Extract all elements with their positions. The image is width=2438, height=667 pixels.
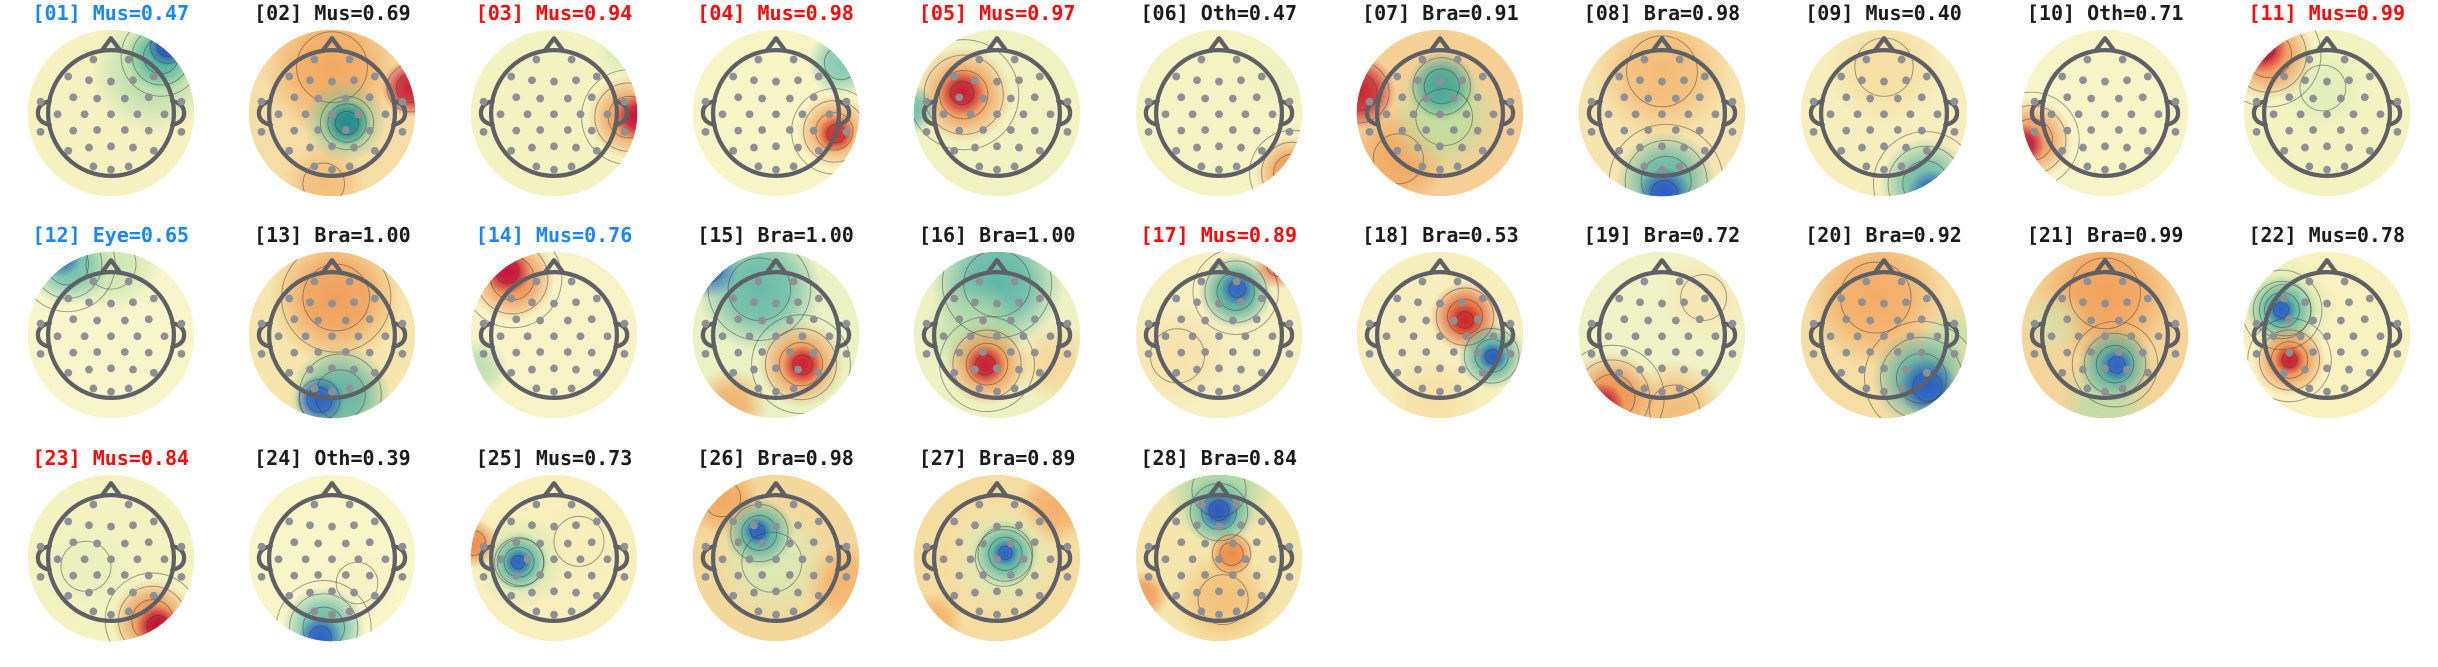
ica-component-01[interactable]: [01] Mus=0.47 bbox=[0, 0, 222, 222]
topomap bbox=[27, 474, 195, 641]
topomap bbox=[692, 474, 859, 641]
component-label: [22] Mus=0.78 bbox=[2248, 223, 2405, 248]
ica-component-13[interactable]: [13] Bra=1.00 bbox=[222, 222, 444, 444]
component-label: [25] Mus=0.73 bbox=[475, 445, 633, 470]
component-label: [27] Bra=0.89 bbox=[918, 445, 1076, 470]
topomap bbox=[913, 251, 1081, 419]
component-label: [04] Mus=0.98 bbox=[697, 1, 854, 25]
component-label: [03] Mus=0.94 bbox=[475, 1, 633, 25]
topomap bbox=[692, 251, 859, 419]
ica-component-24[interactable]: [24] Oth=0.39 bbox=[222, 445, 444, 667]
ica-component-15[interactable]: [15] Bra=1.00 bbox=[665, 222, 887, 444]
component-label: [15] Bra=1.00 bbox=[697, 223, 854, 248]
topomap bbox=[1135, 474, 1303, 641]
topomap bbox=[1357, 29, 1524, 197]
component-label: [20] Bra=0.92 bbox=[1805, 223, 1962, 248]
ica-component-05[interactable]: [05] Mus=0.97 bbox=[886, 0, 1108, 222]
ica-component-19[interactable]: [19] Bra=0.72 bbox=[1551, 222, 1773, 444]
ica-component-03[interactable]: [03] Mus=0.94 bbox=[443, 0, 665, 222]
ica-component-10[interactable]: [10] Oth=0.71 bbox=[1994, 0, 2216, 222]
ica-component-28[interactable]: [28] Bra=0.84 bbox=[1108, 445, 1330, 667]
component-label: [07] Bra=0.91 bbox=[1362, 1, 1519, 25]
topomap bbox=[1578, 29, 1746, 197]
ica-component-25[interactable]: [25] Mus=0.73 bbox=[443, 445, 665, 667]
topomap bbox=[1800, 29, 1967, 197]
topomap bbox=[1357, 251, 1524, 419]
component-label: [10] Oth=0.71 bbox=[2026, 1, 2184, 25]
component-label: [08] Bra=0.98 bbox=[1583, 1, 1741, 25]
topomap bbox=[2021, 29, 2189, 197]
component-label: [23] Mus=0.84 bbox=[32, 445, 190, 470]
component-label: [18] Bra=0.53 bbox=[1362, 223, 1519, 248]
ica-component-06[interactable]: [06] Oth=0.47 bbox=[1108, 0, 1330, 222]
component-label: [14] Mus=0.76 bbox=[475, 223, 633, 248]
topomap bbox=[249, 251, 416, 419]
topomap bbox=[470, 474, 638, 641]
component-label: [21] Bra=0.99 bbox=[2026, 223, 2184, 248]
component-label: [13] Bra=1.00 bbox=[254, 223, 411, 248]
component-label: [12] Eye=0.65 bbox=[32, 223, 190, 248]
component-label: [19] Bra=0.72 bbox=[1583, 223, 1741, 248]
ica-component-20[interactable]: [20] Bra=0.92 bbox=[1773, 222, 1995, 444]
topomap bbox=[692, 29, 859, 197]
topomap bbox=[913, 29, 1081, 197]
topomap bbox=[1135, 251, 1303, 419]
component-label: [05] Mus=0.97 bbox=[918, 1, 1076, 25]
ica-component-04[interactable]: [04] Mus=0.98 bbox=[665, 0, 887, 222]
topomap bbox=[2243, 29, 2411, 197]
ica-component-23[interactable]: [23] Mus=0.84 bbox=[0, 445, 222, 667]
component-label: [09] Mus=0.40 bbox=[1805, 1, 1962, 25]
topomap bbox=[1578, 251, 1746, 419]
component-label: [02] Mus=0.69 bbox=[254, 1, 411, 25]
ica-component-07[interactable]: [07] Bra=0.91 bbox=[1330, 0, 1552, 222]
component-label: [28] Bra=0.84 bbox=[1140, 445, 1298, 470]
topomap bbox=[249, 29, 416, 197]
component-label: [17] Mus=0.89 bbox=[1140, 223, 1298, 248]
ica-component-26[interactable]: [26] Bra=0.98 bbox=[665, 445, 887, 667]
topomap bbox=[2243, 251, 2411, 419]
ica-component-22[interactable]: [22] Mus=0.78 bbox=[2216, 222, 2438, 444]
component-label: [24] Oth=0.39 bbox=[254, 445, 411, 470]
topomap bbox=[1800, 251, 1967, 419]
ica-component-16[interactable]: [16] Bra=1.00 bbox=[886, 222, 1108, 444]
ica-component-14[interactable]: [14] Mus=0.76 bbox=[443, 222, 665, 444]
ica-component-08[interactable]: [08] Bra=0.98 bbox=[1551, 0, 1773, 222]
component-label: [01] Mus=0.47 bbox=[32, 1, 190, 25]
ica-component-09[interactable]: [09] Mus=0.40 bbox=[1773, 0, 1995, 222]
ica-component-21[interactable]: [21] Bra=0.99 bbox=[1994, 222, 2216, 444]
ica-component-02[interactable]: [02] Mus=0.69 bbox=[222, 0, 444, 222]
topomap bbox=[470, 29, 638, 197]
ica-component-17[interactable]: [17] Mus=0.89 bbox=[1108, 222, 1330, 444]
topomap bbox=[27, 251, 195, 419]
ica-component-11[interactable]: [11] Mus=0.99 bbox=[2216, 0, 2438, 222]
topomap bbox=[2021, 251, 2189, 419]
ica-component-18[interactable]: [18] Bra=0.53 bbox=[1330, 222, 1552, 444]
topomap bbox=[470, 251, 638, 419]
component-label: [16] Bra=1.00 bbox=[918, 223, 1076, 248]
topomap bbox=[913, 474, 1081, 641]
topomap bbox=[249, 474, 416, 641]
topomap bbox=[1135, 29, 1303, 197]
component-label: [11] Mus=0.99 bbox=[2248, 1, 2405, 25]
topomap bbox=[27, 29, 195, 197]
ica-component-12[interactable]: [12] Eye=0.65 bbox=[0, 222, 222, 444]
ica-component-27[interactable]: [27] Bra=0.89 bbox=[886, 445, 1108, 667]
component-label: [06] Oth=0.47 bbox=[1140, 1, 1298, 25]
component-label: [26] Bra=0.98 bbox=[697, 445, 854, 470]
